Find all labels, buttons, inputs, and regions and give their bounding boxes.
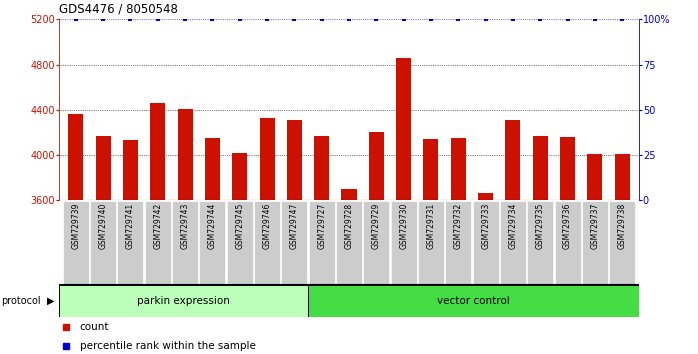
Bar [287, 120, 302, 200]
Bar [172, 201, 198, 284]
Text: GSM729735: GSM729735 [536, 202, 545, 249]
Text: GSM729730: GSM729730 [399, 202, 408, 249]
Bar [588, 154, 602, 200]
Bar [117, 201, 144, 284]
Text: GSM729734: GSM729734 [508, 202, 517, 249]
Point [343, 17, 355, 22]
Text: GSM729729: GSM729729 [372, 202, 381, 249]
Point [398, 17, 409, 22]
Point [207, 17, 218, 22]
Text: GDS4476 / 8050548: GDS4476 / 8050548 [59, 3, 178, 16]
Bar [232, 153, 247, 200]
Text: GSM729731: GSM729731 [426, 202, 436, 249]
Text: GSM729732: GSM729732 [454, 202, 463, 249]
Text: GSM729740: GSM729740 [98, 202, 107, 249]
Bar [451, 138, 466, 200]
Text: GSM729736: GSM729736 [563, 202, 572, 249]
Text: GSM729737: GSM729737 [591, 202, 600, 249]
Text: GSM729747: GSM729747 [290, 202, 299, 249]
Point [507, 17, 519, 22]
Text: protocol: protocol [1, 296, 41, 306]
Text: GSM729727: GSM729727 [317, 202, 326, 249]
Bar [177, 109, 193, 200]
Bar [227, 201, 253, 284]
Bar [150, 103, 165, 200]
Bar [281, 201, 307, 284]
Bar [59, 285, 308, 317]
Bar [369, 132, 384, 200]
Bar [309, 201, 335, 284]
Point [589, 17, 600, 22]
Text: count: count [80, 322, 109, 332]
Bar [205, 138, 220, 200]
Point [617, 17, 628, 22]
Point [453, 17, 464, 22]
Bar [445, 201, 471, 284]
Text: GSM729742: GSM729742 [153, 202, 162, 249]
Bar [609, 201, 635, 284]
Text: ▶: ▶ [47, 296, 54, 306]
Point [179, 17, 191, 22]
Bar [260, 118, 274, 200]
Point [152, 17, 163, 22]
Text: GSM729741: GSM729741 [126, 202, 135, 249]
Point [125, 17, 136, 22]
Bar [341, 189, 357, 200]
Bar [527, 201, 554, 284]
Point [535, 17, 546, 22]
Bar [500, 201, 526, 284]
Bar [391, 201, 417, 284]
Bar [424, 139, 438, 200]
Text: GSM729728: GSM729728 [345, 202, 353, 249]
Bar [308, 285, 639, 317]
Bar [254, 201, 280, 284]
Text: percentile rank within the sample: percentile rank within the sample [80, 341, 255, 351]
Bar [96, 136, 110, 200]
Bar [144, 201, 171, 284]
Bar [123, 140, 138, 200]
Text: vector control: vector control [437, 296, 510, 306]
Text: GSM729744: GSM729744 [208, 202, 217, 249]
Text: GSM729738: GSM729738 [618, 202, 627, 249]
Bar [533, 136, 548, 200]
Bar [63, 201, 89, 284]
Bar [505, 120, 521, 200]
Text: GSM729739: GSM729739 [71, 202, 80, 249]
Bar [336, 201, 362, 284]
Text: GSM729746: GSM729746 [262, 202, 272, 249]
Point [289, 17, 300, 22]
Bar [478, 193, 493, 200]
Bar [560, 137, 575, 200]
Point [70, 17, 81, 22]
Bar [363, 201, 389, 284]
Point [371, 17, 382, 22]
Point [425, 17, 436, 22]
Bar [396, 58, 411, 200]
Bar [68, 114, 83, 200]
Bar [615, 154, 630, 200]
Point [262, 17, 273, 22]
Point [562, 17, 573, 22]
Bar [90, 201, 116, 284]
Bar [554, 201, 581, 284]
Bar [582, 201, 608, 284]
Point [316, 17, 327, 22]
Point [98, 17, 109, 22]
Bar [199, 201, 225, 284]
Point [234, 17, 245, 22]
Text: GSM729745: GSM729745 [235, 202, 244, 249]
Text: parkin expression: parkin expression [137, 296, 230, 306]
Bar [314, 136, 329, 200]
Text: GSM729743: GSM729743 [181, 202, 190, 249]
Text: GSM729733: GSM729733 [481, 202, 490, 249]
Point [480, 17, 491, 22]
Bar [418, 201, 444, 284]
Bar [473, 201, 499, 284]
